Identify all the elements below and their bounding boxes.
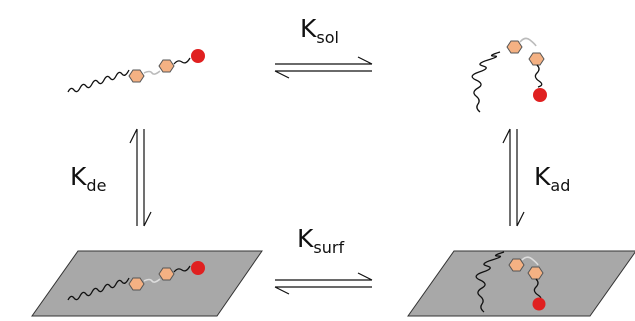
molecule-extended-solution bbox=[67, 49, 205, 93]
equilibrium-arrows-top bbox=[274, 56, 373, 79]
up-half-arrow bbox=[502, 128, 511, 226]
equilibrium-arrows-bottom bbox=[274, 272, 373, 295]
hexagon-ring bbox=[528, 52, 545, 66]
k-ad-label: Kad bbox=[534, 162, 570, 195]
molecule-folded-surface bbox=[475, 251, 546, 313]
forward-half-arrow bbox=[275, 272, 373, 281]
hexagon-ring bbox=[158, 59, 175, 73]
molecule-folded-solution bbox=[471, 37, 547, 113]
head-group bbox=[533, 88, 547, 102]
spacer-chain bbox=[534, 64, 543, 88]
linker bbox=[143, 278, 161, 283]
surface-plane bbox=[407, 250, 635, 317]
head-group bbox=[532, 297, 546, 311]
down-half-arrow bbox=[143, 129, 152, 227]
molecule-extended-surface bbox=[67, 261, 205, 301]
spacer-chain bbox=[173, 57, 191, 65]
alkyl-tail bbox=[67, 277, 130, 301]
hexagon-ring bbox=[508, 258, 525, 272]
hexagon-ring bbox=[506, 40, 523, 54]
hexagon-ring bbox=[128, 277, 145, 291]
k-surf-label: Ksurf bbox=[297, 224, 344, 257]
linker bbox=[519, 37, 537, 47]
alkyl-tail bbox=[67, 69, 130, 93]
reverse-half-arrow bbox=[274, 70, 372, 79]
spacer-chain bbox=[173, 265, 191, 273]
hexagon-ring bbox=[527, 266, 544, 280]
equilibrium-arrows-left bbox=[129, 128, 152, 227]
k-de-label: Kde bbox=[70, 162, 106, 195]
surface-plane bbox=[31, 250, 263, 317]
hexagon-ring bbox=[128, 69, 145, 83]
forward-half-arrow bbox=[275, 56, 373, 65]
k-sol-label: Ksol bbox=[300, 14, 339, 47]
head-group bbox=[191, 49, 205, 63]
linker bbox=[143, 70, 161, 75]
up-half-arrow bbox=[129, 128, 138, 226]
alkyl-tail bbox=[471, 51, 501, 113]
down-half-arrow bbox=[516, 129, 525, 227]
alkyl-tail bbox=[475, 251, 505, 313]
equilibrium-arrows-right bbox=[502, 128, 525, 227]
hexagon-ring bbox=[158, 267, 175, 281]
reverse-half-arrow bbox=[274, 286, 372, 295]
linker bbox=[521, 256, 539, 266]
head-group bbox=[191, 261, 205, 275]
